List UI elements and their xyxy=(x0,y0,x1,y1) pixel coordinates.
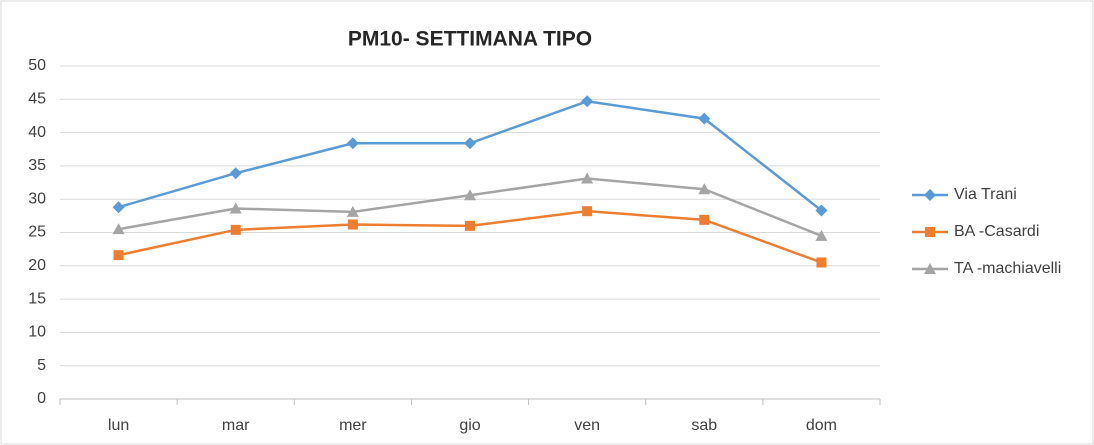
x-tick-label: dom xyxy=(806,417,837,434)
marker xyxy=(815,229,828,241)
y-tick-label: 10 xyxy=(28,324,46,341)
marker xyxy=(925,227,935,237)
marker xyxy=(924,189,936,201)
x-tick-label: mer xyxy=(339,417,367,434)
legend-label: BA -Casardi xyxy=(954,223,1039,240)
y-tick-label: 20 xyxy=(28,257,46,274)
y-tick-label: 40 xyxy=(28,124,46,141)
marker xyxy=(346,205,359,217)
y-tick-label: 50 xyxy=(28,57,46,74)
y-tick-label: 25 xyxy=(28,224,46,241)
y-tick-label: 15 xyxy=(28,290,46,307)
marker xyxy=(464,137,476,150)
marker xyxy=(581,95,594,108)
x-tick-label: ven xyxy=(574,417,600,434)
marker xyxy=(815,204,828,217)
x-tick-label: gio xyxy=(459,417,480,434)
marker xyxy=(698,183,711,195)
chart-title: PM10- SETTIMANA TIPO xyxy=(348,28,592,51)
marker xyxy=(465,220,475,231)
marker xyxy=(346,137,359,150)
marker xyxy=(924,263,936,274)
marker xyxy=(112,223,125,235)
marker xyxy=(113,250,124,261)
legend-label: Via Trani xyxy=(954,186,1017,203)
y-tick-label: 30 xyxy=(28,190,46,207)
marker xyxy=(816,257,827,268)
x-tick-label: lun xyxy=(108,417,129,434)
x-tick-label: sab xyxy=(691,417,717,434)
marker xyxy=(699,214,710,225)
marker xyxy=(230,224,241,235)
marker xyxy=(698,112,711,125)
x-tick-label: mar xyxy=(222,417,250,434)
marker xyxy=(112,201,125,214)
marker xyxy=(229,202,242,214)
y-tick-label: 35 xyxy=(28,157,46,174)
marker xyxy=(229,167,242,180)
marker xyxy=(581,172,594,184)
legend-label: TA -machiavelli xyxy=(954,260,1061,277)
y-tick-label: 0 xyxy=(37,390,46,407)
y-tick-label: 5 xyxy=(37,357,46,374)
marker xyxy=(347,219,358,230)
marker xyxy=(464,189,476,201)
y-tick-label: 45 xyxy=(28,91,46,108)
marker xyxy=(582,206,593,217)
